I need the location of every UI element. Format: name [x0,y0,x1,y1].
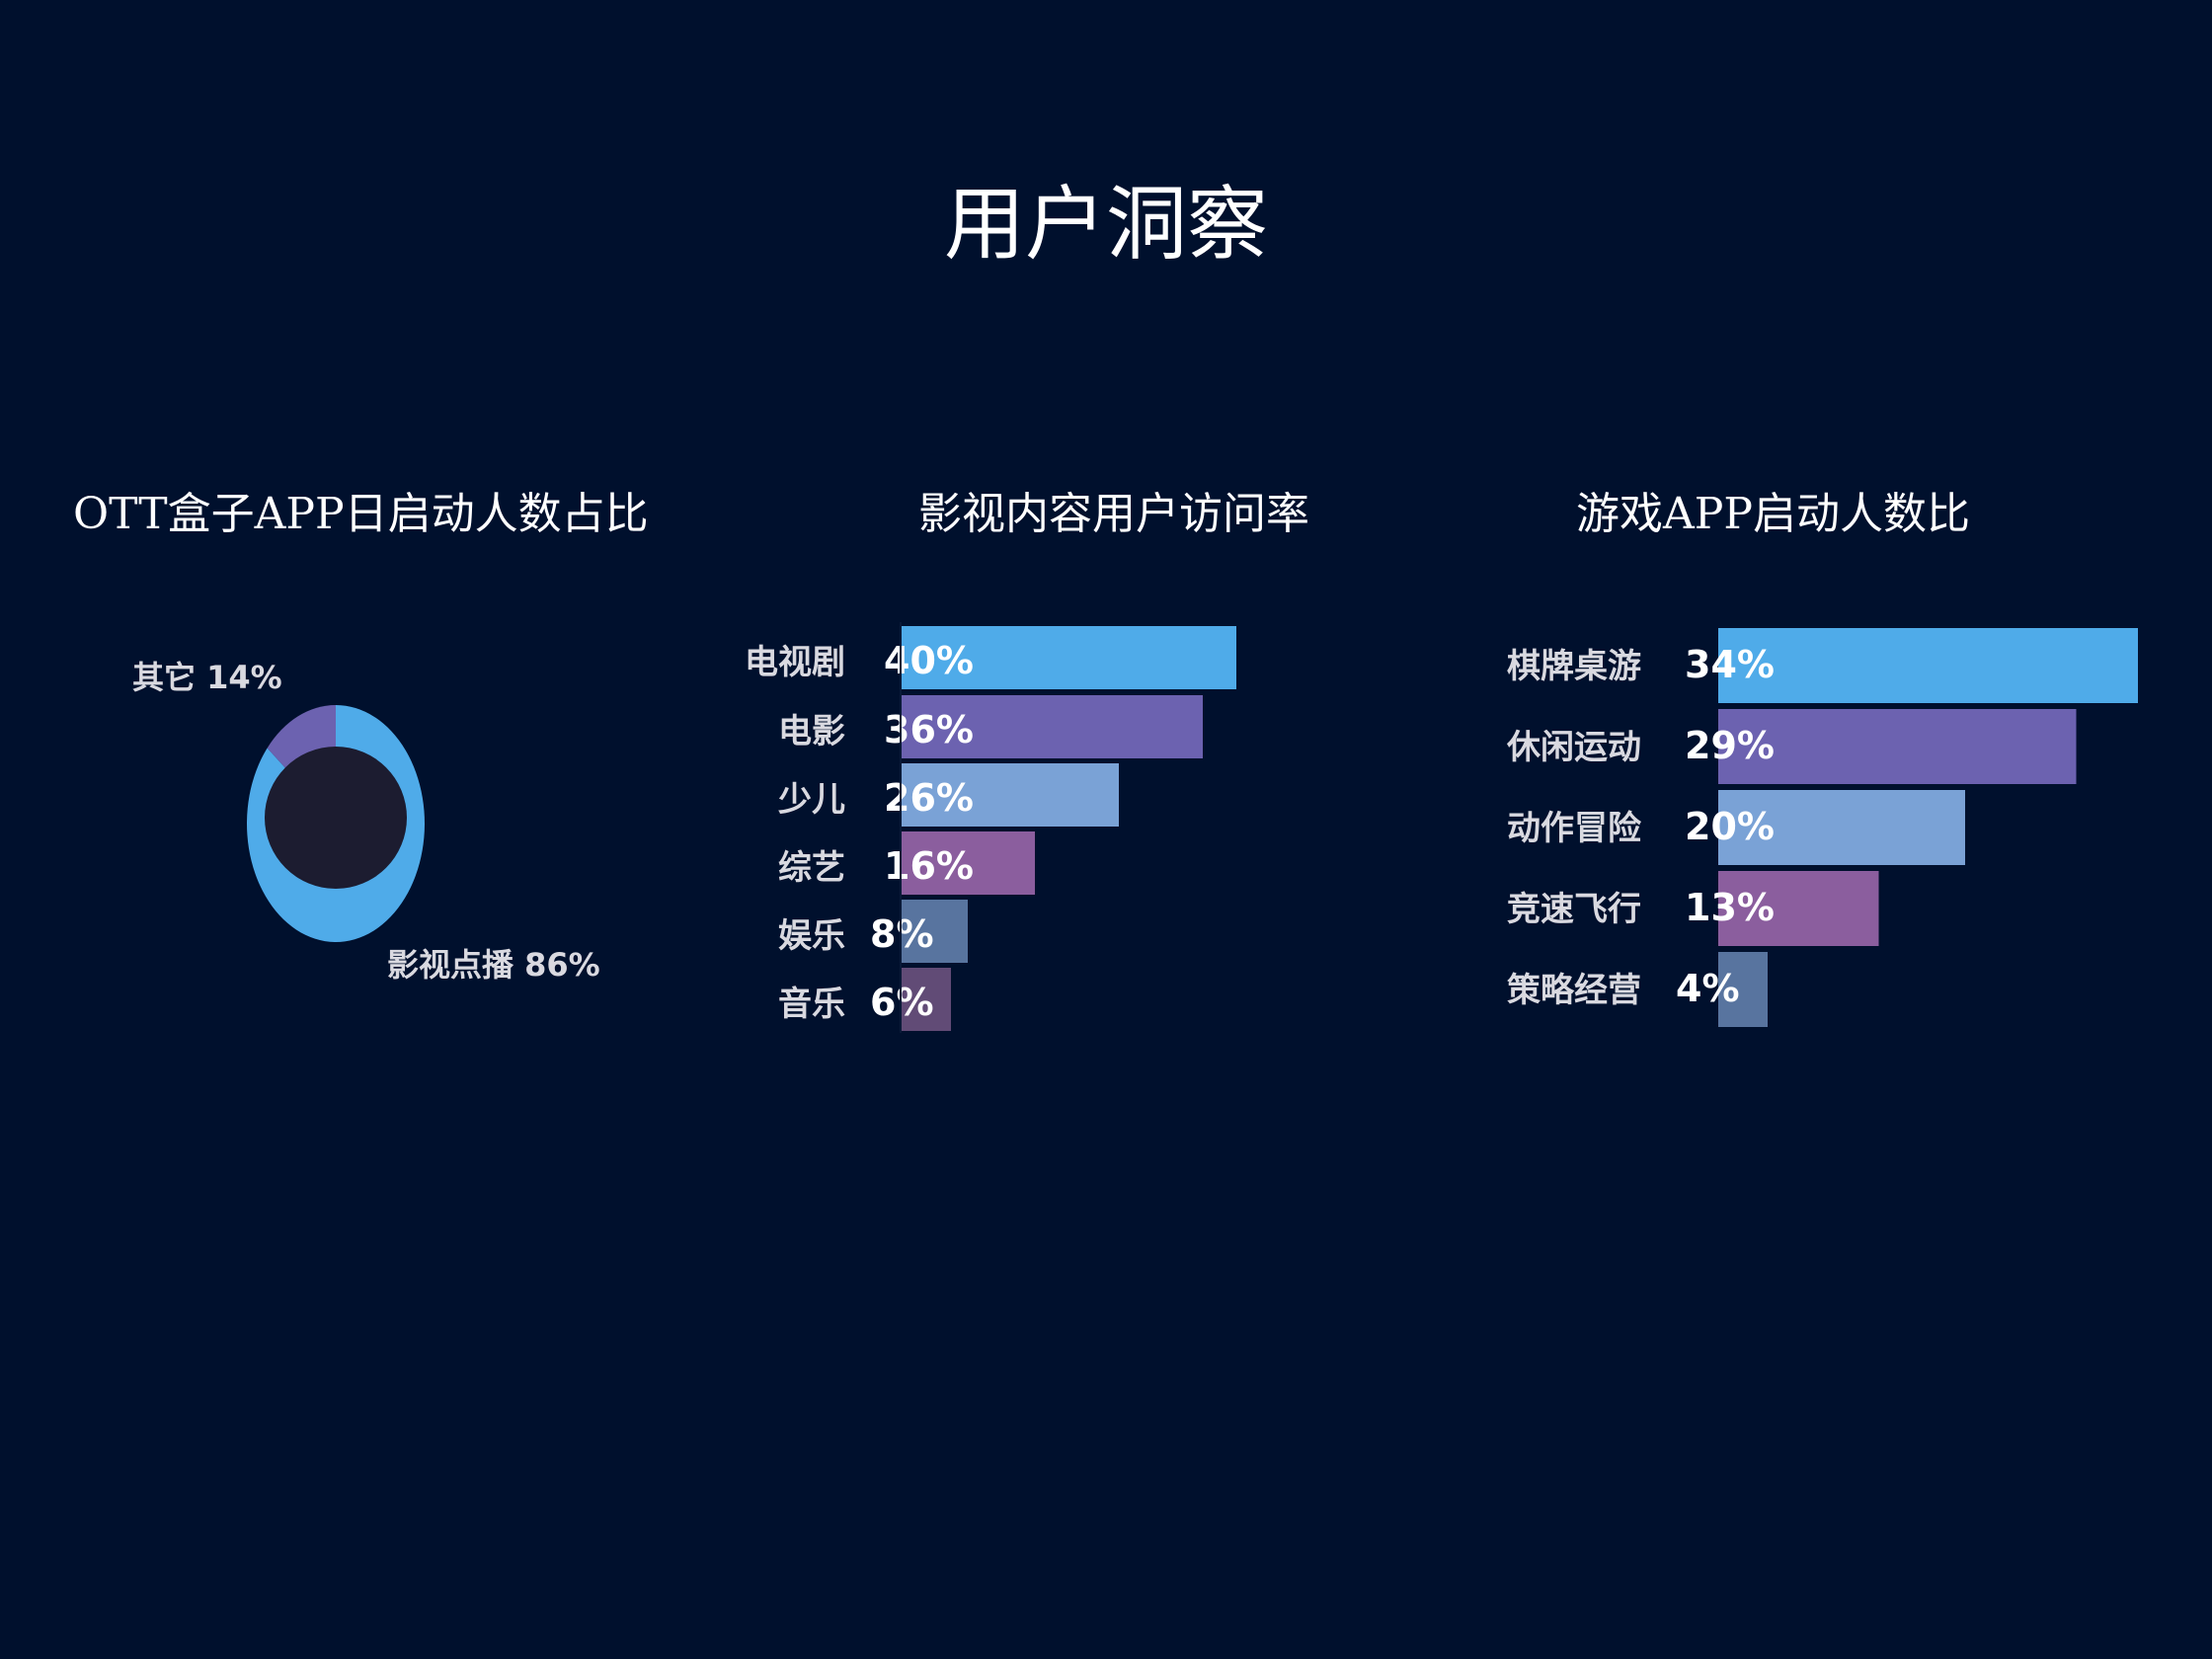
pie-label-other: 其它 14% [132,659,282,696]
bar-3 [1718,790,1965,865]
category-label: 电视剧 [745,643,845,682]
value-label: 29% [1685,724,1775,767]
bar-2 [1718,709,2077,784]
bar-5 [901,900,968,963]
pie-chart: 其它 14% 影视点播 86% [132,659,600,984]
bar-3 [901,763,1119,827]
category-label: 动作冒险 [1507,809,1642,848]
value-label: 13% [1685,886,1775,929]
category-label: 竞速飞行 [1507,890,1641,929]
value-label: 20% [1685,805,1775,848]
value-label: 40% [884,639,974,682]
value-label: 36% [884,708,974,751]
bar-4 [1718,871,1879,946]
category-label: 少儿 [778,780,845,820]
value-label: 4% [1676,967,1740,1010]
value-label: 6% [870,981,934,1024]
game-bar-chart: 棋牌桌游 34% 休闲运动 29% 动作冒险 20% 竞速飞行 13% 策略经营 4% [1506,628,2138,1027]
bar-2 [901,695,1203,758]
bar-1 [901,626,1236,689]
category-label: 电影 [778,712,845,751]
category-label: 娱乐 [778,916,845,956]
page-title: 用户洞察 [943,178,1268,272]
video-bar-chart: 电视剧 40% 电影 36% 少儿 26% 综艺 16% 娱乐 8% 音乐 6% [745,622,1236,1033]
video-chart-title: 影视内容用户访问率 [918,489,1309,539]
value-label: 16% [884,844,974,888]
donut-hole [265,747,407,889]
pie-label-video: 影视点播 86% [387,946,600,984]
category-label: 休闲运动 [1506,728,1641,767]
category-label: 综艺 [778,848,845,888]
value-label: 26% [884,776,974,820]
value-label: 34% [1685,643,1775,686]
game-chart-title: 游戏APP启动人数比 [1576,489,1970,539]
value-label: 8% [870,912,934,956]
category-label: 音乐 [778,985,845,1024]
bar-6 [901,968,951,1031]
category-label: 棋牌桌游 [1507,647,1641,686]
bar-5 [1718,952,1768,1027]
pie-chart-title: OTT盒子APP日启动人数占比 [73,489,649,539]
category-label: 策略经营 [1507,971,1641,1010]
bar-1 [1718,628,2138,703]
bar-4 [901,831,1035,895]
